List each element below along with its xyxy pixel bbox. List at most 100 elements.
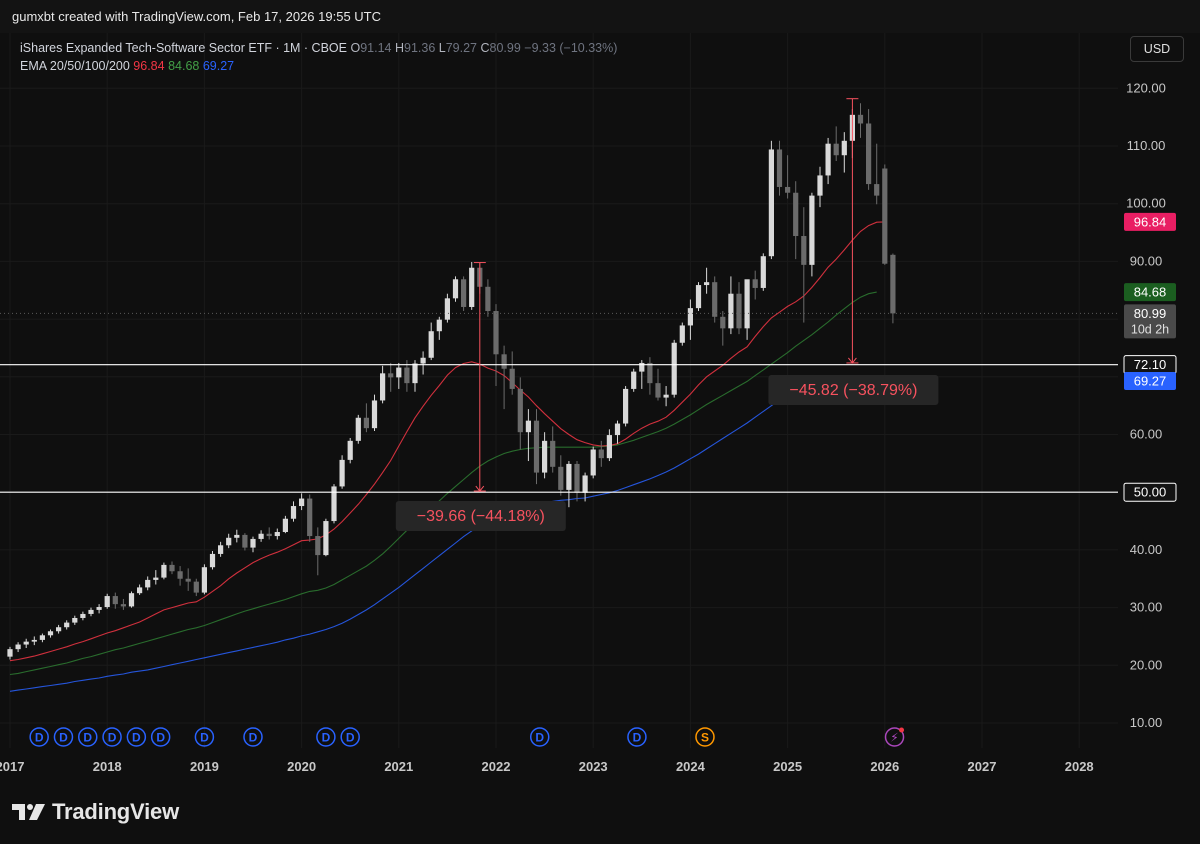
countdown-badge: 10d 2h	[1131, 322, 1169, 336]
candle-body	[323, 521, 329, 556]
currency-button[interactable]: USD	[1130, 36, 1184, 62]
candle-body	[469, 267, 475, 307]
candle-body	[218, 545, 224, 554]
candle-body	[728, 293, 734, 329]
candle-body	[809, 195, 815, 265]
candle-body	[234, 534, 240, 538]
candle-body	[461, 279, 467, 307]
candle-body	[825, 143, 831, 176]
candle-body	[7, 649, 13, 657]
candle-body	[104, 596, 110, 608]
dividend-marker	[529, 727, 550, 747]
event-marker-label: D	[59, 731, 68, 745]
event-marker-label: D	[633, 731, 642, 745]
price-axis: 10.0020.0030.0040.0050.0060.0070.0080.00…	[1126, 80, 1166, 730]
candle-body	[655, 383, 661, 398]
ema100-badge: 69.27	[1134, 374, 1167, 389]
candle-body	[647, 362, 653, 384]
high-value: 91.36	[404, 41, 436, 55]
candle-body	[290, 506, 297, 519]
candle-body	[96, 607, 102, 610]
chart-legend: iShares Expanded Tech-Software Sector ET…	[20, 39, 617, 75]
dividend-marker	[243, 727, 263, 747]
candle-body	[663, 394, 669, 398]
dividend-marker	[340, 727, 360, 747]
x-tick-label: 2027	[968, 759, 997, 774]
candle-body	[396, 367, 402, 378]
candle-body	[582, 475, 588, 493]
candle-body	[355, 417, 361, 441]
candle-body	[760, 256, 766, 288]
candle-body	[185, 578, 191, 582]
candle-body	[509, 368, 515, 389]
candle-body	[768, 149, 774, 257]
candle-body	[501, 354, 507, 369]
x-tick-label: 2028	[1065, 759, 1094, 774]
candle-body	[776, 149, 783, 187]
ema-row: EMA 20/50/100/200 96.84 84.68 69.27	[20, 57, 617, 75]
close-value: 80.99	[489, 41, 521, 55]
dividend-marker	[102, 727, 122, 747]
hline-high-badge: 72.10	[1134, 357, 1167, 372]
event-marker-label: D	[535, 731, 544, 745]
earnings-dot	[899, 727, 905, 733]
price-chart[interactable]: −39.66 (−44.18%) −45.82 (−38.79%) D D D D D D D…	[0, 33, 1200, 844]
earnings-marker	[884, 727, 905, 747]
drawdown-2025-label: −45.82 (−38.79%)	[789, 382, 917, 399]
tradingview-logo: TradingView	[12, 798, 179, 826]
event-marker-label: D	[249, 731, 258, 745]
event-marker-label: D	[200, 731, 209, 745]
candle-body	[39, 635, 45, 640]
ema100-line	[9, 380, 821, 692]
candle-body	[80, 613, 86, 618]
grid	[0, 33, 1118, 748]
candle-body	[436, 319, 442, 332]
candle-body	[64, 622, 70, 628]
tradingview-logo-icon	[12, 804, 45, 820]
candle-body	[785, 186, 791, 193]
open-label: O	[350, 41, 361, 55]
hline-low-badge-bg	[1123, 482, 1177, 502]
candle-body	[550, 440, 556, 467]
candle-body	[801, 236, 807, 265]
candle-body	[112, 596, 118, 605]
candle-body	[452, 279, 459, 299]
price-badge-bg	[1124, 304, 1176, 339]
candle-body	[428, 331, 434, 358]
event-marker-label: ⚡	[890, 731, 898, 745]
candle-body	[882, 168, 888, 264]
ema-lines	[9, 221, 885, 692]
candle-body	[258, 533, 264, 539]
candle-body	[493, 311, 499, 355]
candle-body	[598, 449, 604, 459]
candle-body	[566, 463, 572, 490]
close-label: C	[480, 41, 490, 55]
candle-body	[120, 604, 126, 607]
candle-body	[890, 254, 896, 314]
event-marker-label: S	[701, 731, 709, 745]
symbol-title: iShares Expanded Tech-Software Sector ET…	[20, 41, 347, 55]
x-tick-label: 2017	[0, 759, 24, 774]
candles	[7, 103, 896, 660]
event-marker-label: D	[156, 731, 165, 745]
candle-body	[315, 536, 321, 556]
horizontal-lines	[0, 312, 1118, 493]
candle-body	[226, 537, 232, 546]
candle-body	[817, 175, 823, 196]
y-tick-label: 110.00	[1127, 138, 1166, 153]
y-tick-label: 40.00	[1130, 542, 1163, 557]
time-axis: 2017 2018 2019 2020 2021 2022 2023 2024 2025 2026…	[0, 759, 1094, 774]
created-by-text: gumxbt created with TradingView.com, Feb…	[12, 9, 382, 24]
candle-body	[420, 357, 426, 364]
candle-body	[282, 518, 288, 533]
y-tick-label: 120.00	[1126, 80, 1166, 95]
brand-name: TradingView	[52, 799, 179, 824]
drawdown-2021-label: −39.66 (−44.18%)	[417, 508, 545, 525]
x-tick-label: 2024	[676, 759, 706, 774]
event-marker-label: D	[322, 731, 331, 745]
candle-body	[145, 579, 151, 588]
candle-body	[833, 143, 839, 156]
symbol-row: iShares Expanded Tech-Software Sector ET…	[20, 39, 617, 57]
candle-body	[679, 325, 685, 343]
